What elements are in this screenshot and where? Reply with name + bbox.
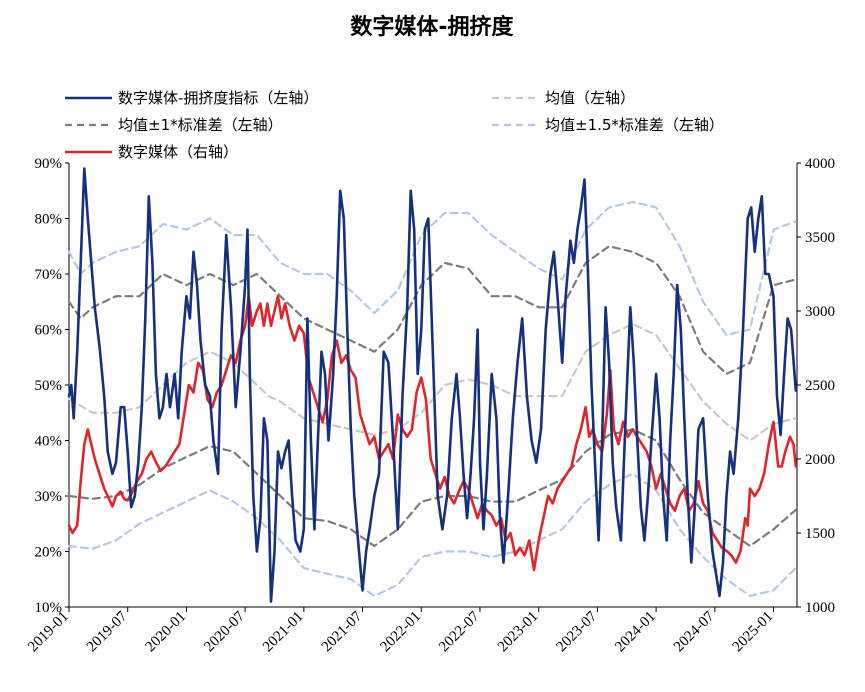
legend-label: 数字媒体-拥挤度指标（左轴） <box>118 89 318 107</box>
series-line-band-1 <box>67 322 797 442</box>
right-tick-label: 3000 <box>805 304 835 320</box>
legend-label: 均值±1*标准差（左轴） <box>118 116 283 134</box>
series-line-band-5 <box>67 472 797 598</box>
right-tick-label: 1000 <box>805 600 835 616</box>
x-tick-label: 2019-07 <box>84 608 131 655</box>
x-tick-label: 2025-01 <box>730 609 777 656</box>
left-tick-label: 10% <box>35 600 63 616</box>
right-tick-label: 4000 <box>805 156 835 172</box>
left-tick-label: 30% <box>35 489 63 505</box>
left-tick-label: 70% <box>35 267 63 283</box>
chart-title: 数字媒体-拥挤度 <box>350 14 514 40</box>
x-tick-label: 2023-01 <box>495 609 542 656</box>
x-tick-label: 2024-07 <box>671 608 718 655</box>
legend-label: 数字媒体（右轴） <box>118 143 238 161</box>
left-tick-label: 60% <box>35 323 63 339</box>
series-line-crowding-indicator <box>67 167 798 603</box>
left-tick-label: 80% <box>35 212 63 228</box>
left-tick-label: 50% <box>35 378 63 394</box>
x-tick-label: 2020-01 <box>143 609 190 656</box>
series-line-digital-media-index <box>67 294 798 572</box>
series-group <box>67 167 798 603</box>
right-tick-label: 3500 <box>805 230 835 246</box>
x-tick-label: 2022-01 <box>377 609 424 656</box>
legend-label: 均值±1.5*标准差（左轴） <box>545 116 724 134</box>
x-tick-label: 2022-07 <box>436 608 483 655</box>
legend: 数字媒体-拥挤度指标（左轴） 均值（左轴） 均值±1*标准差（左轴） 均值±1.5*标… <box>65 89 724 161</box>
series-line-band-4 <box>67 200 797 337</box>
x-tick-label: 2020-07 <box>201 608 248 655</box>
series-line-band-2 <box>67 245 797 375</box>
right-tick-label: 2500 <box>805 378 835 394</box>
left-tick-label: 90% <box>35 156 63 172</box>
x-tick-label: 2021-01 <box>260 609 307 656</box>
right-tick-label: 1500 <box>805 526 835 542</box>
left-tick-label: 20% <box>35 545 63 561</box>
series-line-band-3 <box>67 428 797 548</box>
x-tick-label: 2024-01 <box>612 609 659 656</box>
legend-label: 均值（左轴） <box>545 89 635 107</box>
x-tick-label: 2023-07 <box>554 608 601 655</box>
x-tick-label: 2021-07 <box>319 608 366 655</box>
left-tick-label: 40% <box>35 434 63 450</box>
right-tick-label: 2000 <box>805 452 835 468</box>
